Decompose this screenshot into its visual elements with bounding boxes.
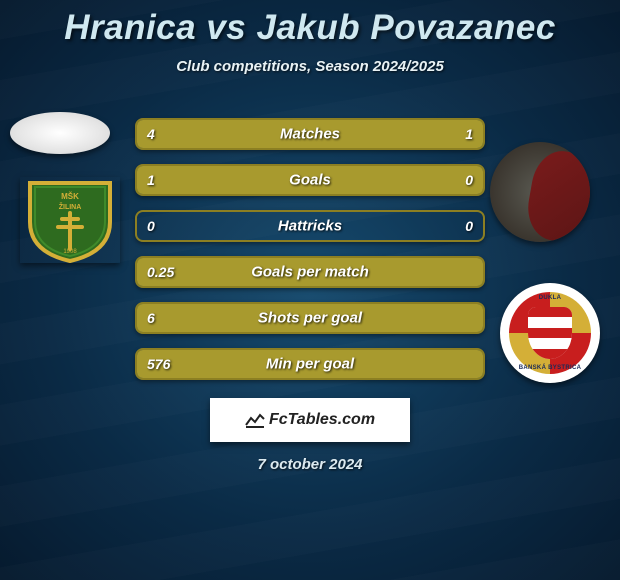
zilina-shield-icon: MŠK ŽILINA 1908: [20, 177, 120, 263]
bar-value-left: 0.25: [147, 264, 174, 280]
crest-text: 1908: [63, 249, 77, 255]
stat-bar: 6 Shots per goal: [135, 302, 485, 334]
bar-value-left: 6: [147, 310, 155, 326]
player-left-avatar: [10, 112, 110, 154]
dukla-ring-icon: DUKLA BANSKÁ BYSTRICA: [509, 292, 591, 374]
bar-fill-left: [137, 120, 414, 148]
bar-label: Matches: [280, 126, 340, 143]
crest-text: ŽILINA: [59, 202, 82, 211]
club-left-crest: MŠK ŽILINA 1908: [20, 177, 120, 263]
bar-value-left: 1: [147, 172, 155, 188]
fctables-logo-icon: [245, 412, 265, 428]
stat-bar: 1 0 Goals: [135, 164, 485, 196]
comparison-bars: 4 1 Matches 1 0 Goals 0 0 Hattricks 0.25 Goals per…: [135, 118, 485, 394]
comparison-card: Hranica vs Jakub Povazanec Club competit…: [0, 0, 620, 580]
club-right-crest: DUKLA BANSKÁ BYSTRICA: [500, 283, 600, 383]
crest-text: MŠK: [61, 192, 79, 201]
crest-text-bottom: BANSKÁ BYSTRICA: [519, 365, 582, 371]
footer-date: 7 october 2024: [257, 456, 362, 473]
crest-text-top: DUKLA: [539, 295, 562, 301]
dukla-shield-icon: [528, 307, 572, 359]
bar-label: Goals: [289, 172, 331, 189]
bar-value-right: 0: [465, 172, 473, 188]
bar-label: Hattricks: [278, 218, 342, 235]
bar-label: Goals per match: [251, 264, 369, 281]
stat-bar: 0 0 Hattricks: [135, 210, 485, 242]
bar-value-right: 0: [465, 218, 473, 234]
stat-bar: 0.25 Goals per match: [135, 256, 485, 288]
bar-value-right: 1: [465, 126, 473, 142]
brand-text: FcTables.com: [269, 411, 375, 429]
player-right-avatar: [490, 142, 590, 242]
bar-value-left: 0: [147, 218, 155, 234]
bar-value-left: 4: [147, 126, 155, 142]
stat-bar: 4 1 Matches: [135, 118, 485, 150]
bar-label: Min per goal: [266, 356, 354, 373]
bar-value-left: 576: [147, 356, 170, 372]
brand-badge[interactable]: FcTables.com: [210, 398, 410, 442]
stat-bar: 576 Min per goal: [135, 348, 485, 380]
bar-label: Shots per goal: [258, 310, 362, 327]
